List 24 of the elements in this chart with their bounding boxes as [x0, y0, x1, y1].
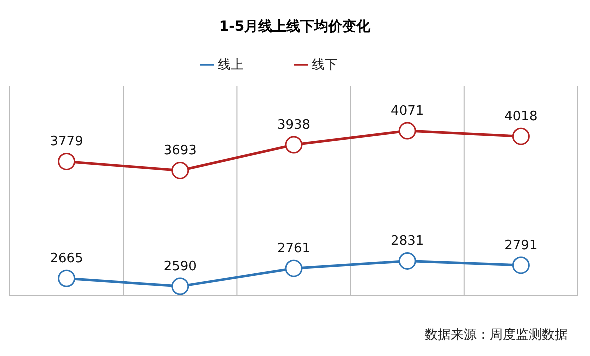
point — [398, 252, 416, 270]
point — [285, 136, 303, 154]
data-label: 2761 — [277, 242, 311, 257]
data-label: 3938 — [277, 118, 311, 134]
point — [172, 162, 190, 180]
data-label: 2791 — [504, 238, 538, 254]
source-note: 数据来源：周度监测数据 — [425, 327, 568, 344]
point — [172, 278, 190, 296]
point — [512, 256, 530, 274]
data-label: 3693 — [164, 144, 197, 159]
point — [58, 270, 76, 288]
data-label: 2665 — [50, 252, 84, 267]
chart-title: 1-5月线上线下均价变化 — [218, 18, 372, 37]
point — [285, 260, 303, 278]
point — [398, 122, 416, 140]
data-label: 4071 — [391, 104, 424, 120]
legend-label: 线上 — [218, 58, 244, 73]
data-label: 3779 — [50, 134, 84, 150]
data-label: 4018 — [504, 110, 538, 125]
data-label: 2831 — [391, 234, 424, 250]
point — [58, 152, 76, 170]
data-label: 2590 — [164, 260, 197, 275]
point — [512, 128, 530, 146]
legend-label: 线下 — [312, 58, 338, 73]
